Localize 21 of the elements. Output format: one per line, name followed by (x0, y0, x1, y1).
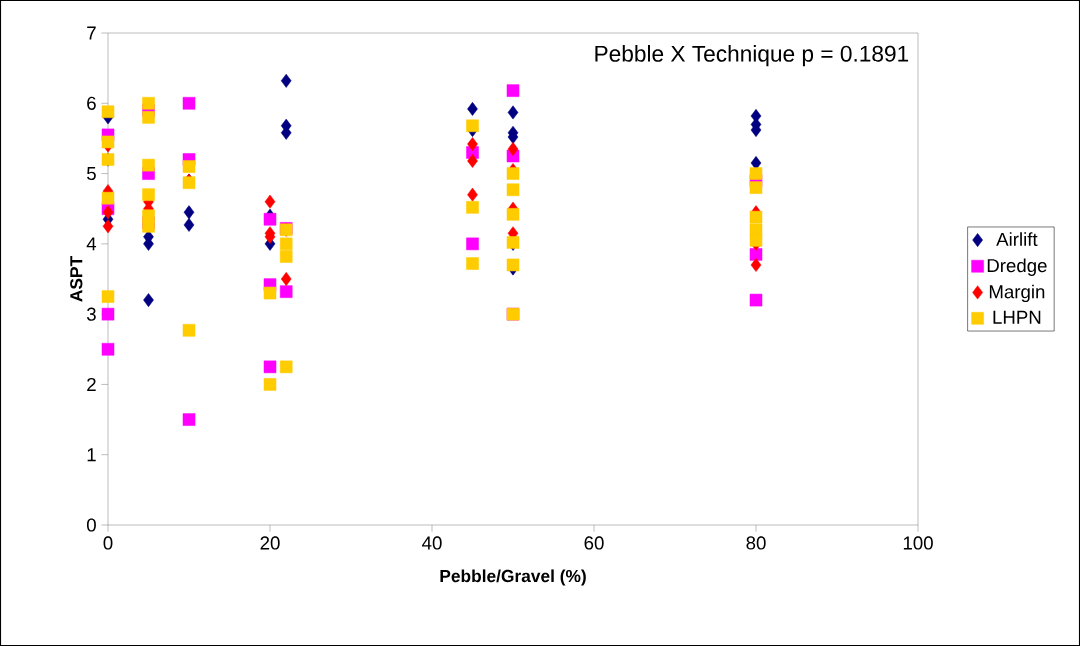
x-tick-label: 100 (903, 536, 933, 550)
x-tick-label: 40 (422, 536, 442, 550)
legend-label: Airlift (996, 232, 1038, 246)
y-tick-label: 5 (87, 167, 96, 181)
x-tick-label: 80 (746, 536, 766, 550)
y-tick-label: 6 (87, 96, 96, 110)
y-tick-label: 7 (87, 26, 96, 40)
y-tick-label: 0 (86, 518, 96, 532)
y-axis-title: ASPT (70, 256, 83, 302)
y-tick-label: 4 (86, 237, 97, 251)
legend-label: LHPN (993, 310, 1041, 324)
annotation: Pebble X Technique p = 0.1891 (595, 45, 909, 67)
x-tick-label: 60 (584, 536, 604, 550)
legend-label: Margin (989, 284, 1045, 303)
x-tick-label: 0 (103, 536, 113, 550)
y-tick-label: 3 (86, 307, 96, 321)
x-tick-label: 20 (260, 536, 280, 550)
x-axis-title: Pebble/Gravel (%) (440, 569, 586, 586)
y-tick-label: 1 (87, 448, 96, 462)
y-tick-label: 2 (87, 377, 96, 391)
legend-label: Dredge (987, 258, 1047, 276)
